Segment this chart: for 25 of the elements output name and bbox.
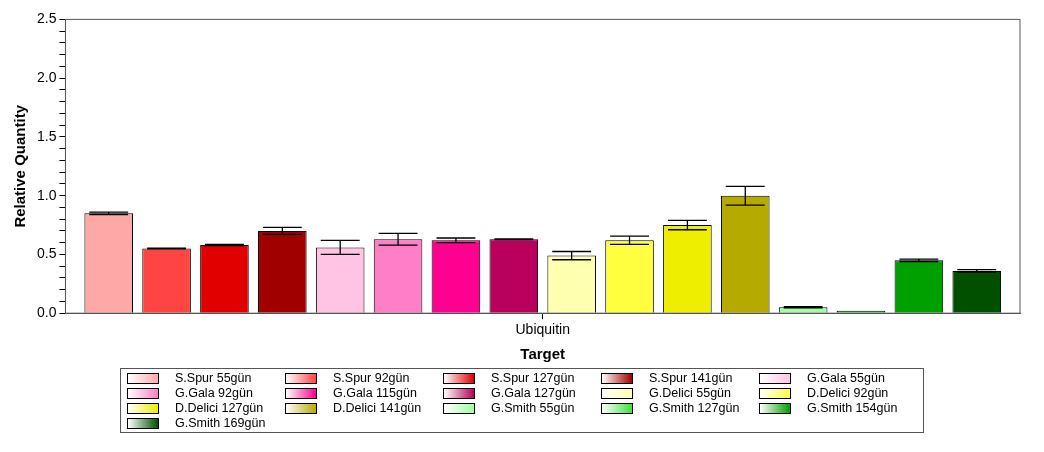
legend-label: S.Spur 55gün xyxy=(175,371,252,385)
legend-label: D.Delici 141gün xyxy=(333,401,422,415)
legend-label: G.Smith 169gün xyxy=(175,416,266,430)
legend-label: S.Spur 92gün xyxy=(333,371,410,385)
legend-label: G.Smith 55gün xyxy=(491,401,575,415)
y-tick-label: 2.5 xyxy=(36,10,57,27)
legend-label: D.Delici 92gün xyxy=(807,386,889,400)
y-axis-title: Relative Quantity xyxy=(11,104,29,228)
legend-label: G.Smith 127gün xyxy=(649,401,740,415)
legend-label: G.Gala 55gün xyxy=(807,371,885,385)
legend-label: D.Delici 127gün xyxy=(175,401,264,415)
legend-label: G.Gala 92gün xyxy=(175,386,253,400)
y-tick-label: 0.5 xyxy=(36,245,57,262)
x-tick-label: Ubiquitin xyxy=(515,321,570,338)
legend-label: G.Gala 127gün xyxy=(491,386,576,400)
y-tick-label: 1.5 xyxy=(36,127,57,144)
legend-label: G.Gala 115gün xyxy=(333,386,417,400)
legend-label: G.Smith 154gün xyxy=(807,401,898,415)
legend-label: G.Delici 55gün xyxy=(649,386,731,400)
y-tick-label: 1.0 xyxy=(36,186,57,203)
y-tick-label: 2.0 xyxy=(36,69,57,86)
x-axis-title: Target xyxy=(520,345,566,363)
legend-label: S.Spur 127gün xyxy=(491,371,575,385)
y-tick-label: 0.0 xyxy=(36,304,57,321)
legend-label: S.Spur 141gün xyxy=(649,371,733,385)
